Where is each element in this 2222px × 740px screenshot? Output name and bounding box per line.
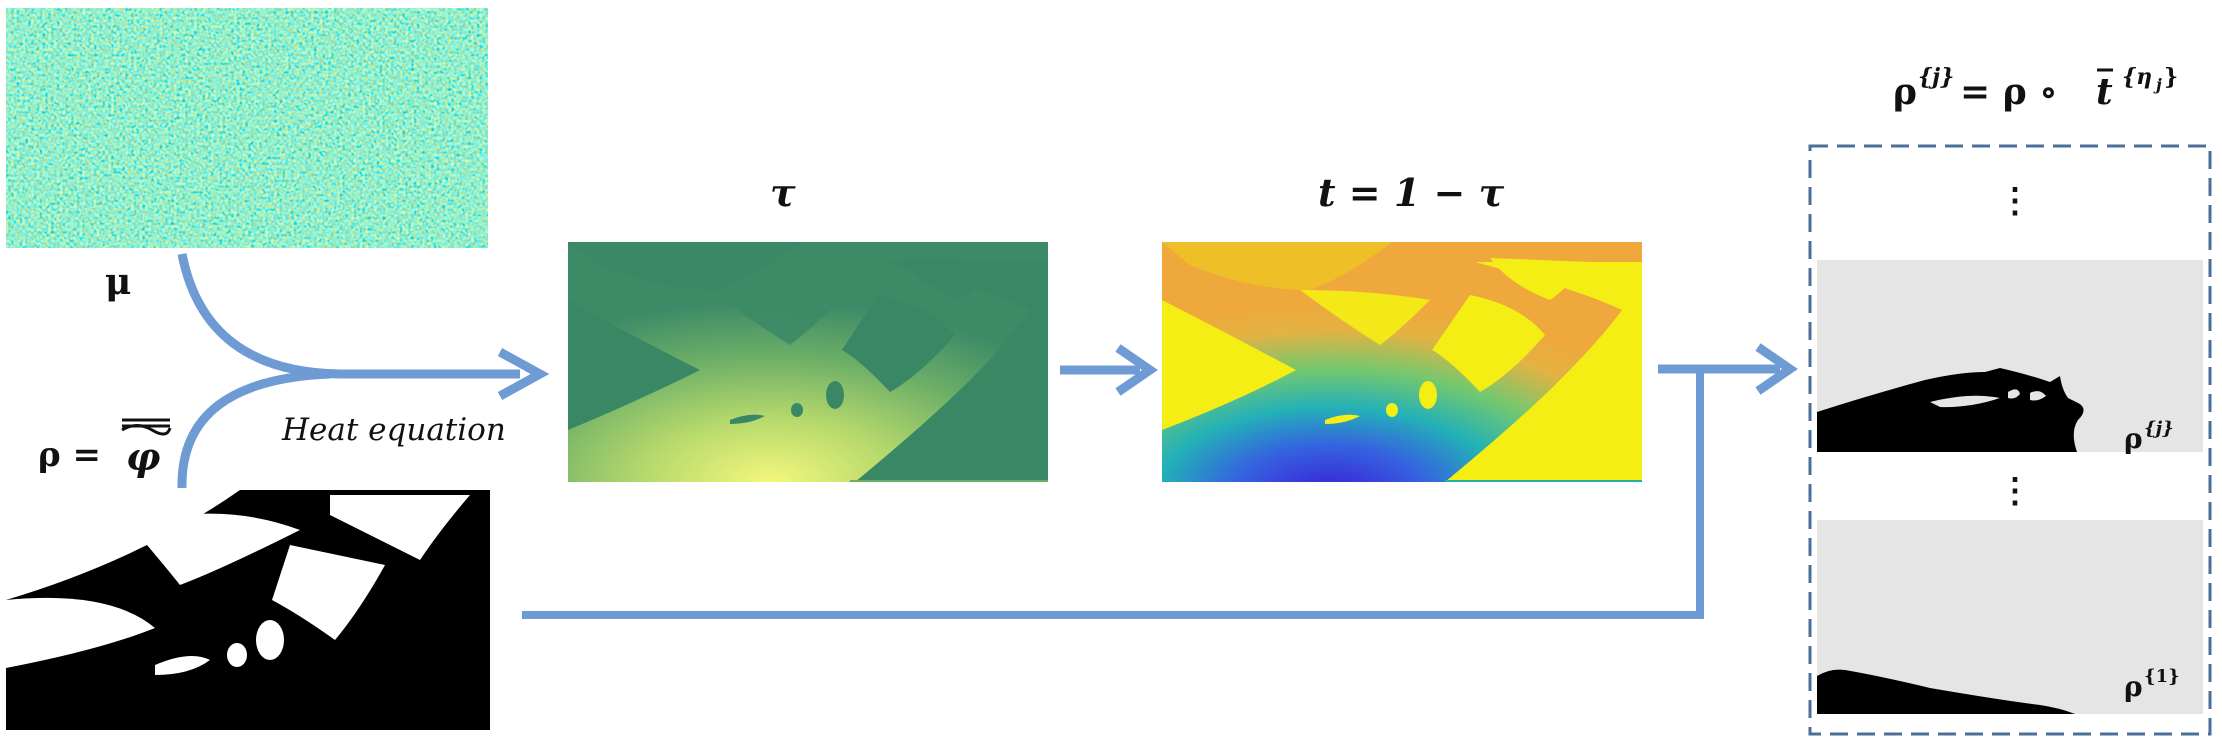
vdots-top: ⋮ xyxy=(1998,181,2032,221)
panel-1-rho: ρ xyxy=(2124,670,2143,703)
tau-label: τ xyxy=(770,170,796,215)
output-panel-j: ρ {j} xyxy=(1817,260,2203,455)
formula-sup-j: {j} xyxy=(1918,64,1954,90)
rho-equals-label: ρ = xyxy=(38,435,101,475)
t-image xyxy=(1162,242,1642,482)
output-dashed-box xyxy=(1808,144,2212,736)
vdots-middle: ⋮ xyxy=(1998,471,2032,511)
formula-equals: = ρ ∘ xyxy=(1960,71,2058,113)
t-label: t = 1 − τ xyxy=(1318,170,1505,215)
rho-j-formula: ρ {j} = ρ ∘ t {η j } xyxy=(1893,64,2178,113)
formula-t-subscript: j xyxy=(2153,75,2162,94)
tau-image xyxy=(568,242,1048,482)
arrow-tau-to-t xyxy=(1060,344,1158,396)
mu-label: μ xyxy=(105,261,131,303)
combine-connector xyxy=(522,343,1798,619)
formula-t-sup-close: } xyxy=(2164,64,2178,90)
formula-rho: ρ xyxy=(1893,71,1917,113)
heat-equation-label: Heat equation xyxy=(281,412,506,448)
panel-1-sup: {1} xyxy=(2144,666,2180,687)
formula-t: t xyxy=(2096,71,2113,113)
panel-j-rho: ρ xyxy=(2124,422,2143,455)
mu-noise-image xyxy=(6,8,488,248)
phi-label: φ xyxy=(126,434,160,479)
panel-j-sup: {j} xyxy=(2144,418,2174,439)
merge-arrows xyxy=(177,253,550,489)
rho-phi-label: ρ = φ xyxy=(38,418,172,479)
rho-structure-image xyxy=(6,490,490,730)
output-panel-1: ρ {1} xyxy=(1817,520,2203,714)
formula-t-sup: {η xyxy=(2122,64,2152,90)
